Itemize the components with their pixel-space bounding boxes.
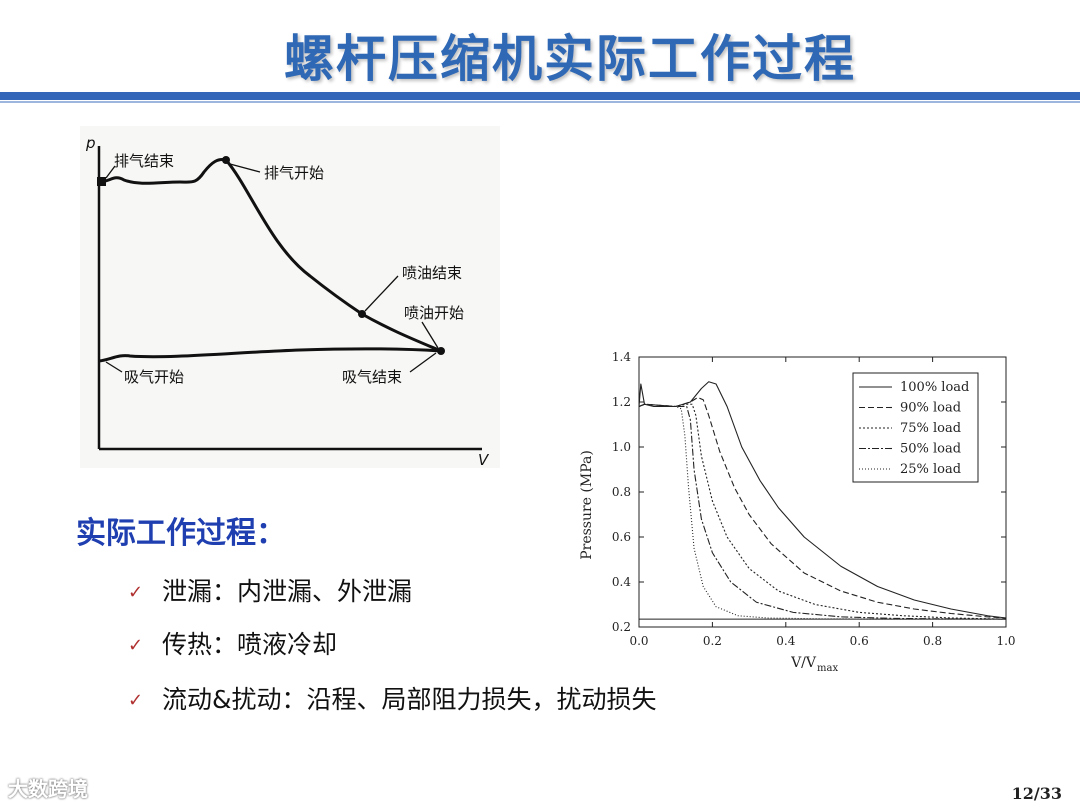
sketch-discharge-line bbox=[98, 158, 227, 185]
pressure-load-chart: 0.0 0.2 0.4 0.6 0.8 1.0 0.2 0.4 0.6 0.8 1.0 1.2 1.4… bbox=[570, 345, 1040, 680]
series-line-5 bbox=[638, 403, 1006, 620]
sketch-injection-end-point bbox=[358, 310, 366, 318]
sketch-leader-suction-start bbox=[105, 361, 123, 373]
series-line-4 bbox=[638, 403, 1007, 620]
sketch-discharge-end-marker bbox=[97, 177, 106, 186]
series-line-1 bbox=[638, 381, 1007, 619]
label-injection-end: 喷油结束 bbox=[402, 264, 462, 282]
pv-diagram-svg: p V 排气结束 排气开始 喷油结束 喷油开始 吸气开始 吸气结束 bbox=[85, 134, 490, 468]
series-line-3 bbox=[638, 403, 1007, 620]
x-tick-label: 0.8 bbox=[923, 634, 942, 648]
legend-item-group: 100% load 90% load 75% load 50% load 25% loa… bbox=[859, 380, 969, 477]
pressure-load-chart-svg: 0.0 0.2 0.4 0.6 0.8 1.0 0.20.40.60.81.01.21.4… bbox=[579, 350, 1016, 674]
x-tick-label: 0.2 bbox=[703, 634, 722, 648]
bullet-heat-transfer: ✓ 传热：喷液冷却 bbox=[128, 627, 337, 663]
label-suction-start: 吸气开始 bbox=[124, 368, 184, 386]
legend-label-5: 25% load bbox=[900, 462, 961, 477]
y-axis-label: Pressure (MPa) bbox=[579, 450, 595, 560]
y-tick-label: 0.2 bbox=[612, 620, 631, 634]
sketch-suction-line bbox=[98, 347, 442, 363]
x-axis-label-subscript: max bbox=[817, 663, 838, 674]
sketch-leader-injection-start bbox=[421, 321, 439, 349]
chart-legend bbox=[852, 372, 979, 483]
sketch-leader-suction-end bbox=[409, 352, 437, 373]
bullet-text: 流动&扰动：沿程、局部阻力损失，扰动损失 bbox=[162, 685, 657, 714]
check-icon: ✓ bbox=[128, 690, 144, 711]
sketch-compression-curve bbox=[224, 159, 442, 353]
y-tick-label: 1.4 bbox=[612, 350, 631, 364]
slide-title: 螺杆压缩机实际工作过程 bbox=[284, 30, 856, 88]
x-tick-label: 0.4 bbox=[776, 634, 795, 648]
bullet-flow-disturbance: ✓ 流动&扰动：沿程、局部阻力损失，扰动损失 bbox=[128, 682, 657, 718]
sketch-leader-discharge-start bbox=[229, 163, 261, 173]
sketch-leader-discharge-end bbox=[105, 165, 116, 179]
bullet-text: 传热：喷液冷却 bbox=[162, 630, 338, 659]
pv-diagram-sketch: p V 排气结束 排气开始 喷油结束 喷油开始 吸气开始 吸气结束 bbox=[80, 126, 500, 468]
page-number: 12/33 bbox=[1011, 784, 1062, 803]
x-tick-label: 1.0 bbox=[996, 634, 1015, 648]
series-line-2 bbox=[638, 396, 1007, 619]
legend-label-3: 75% load bbox=[900, 421, 961, 436]
series-line-group bbox=[638, 381, 1007, 620]
title-divider bbox=[0, 92, 1080, 100]
y-tick-label: 0.6 bbox=[612, 530, 631, 544]
y-tick-label: 1.0 bbox=[612, 440, 631, 454]
check-icon: ✓ bbox=[128, 635, 144, 656]
y-tick-label: 0.8 bbox=[612, 485, 631, 499]
label-suction-end: 吸气结束 bbox=[342, 368, 402, 386]
x-tick-label: 0.6 bbox=[850, 634, 869, 648]
sketch-v-axis-label: V bbox=[478, 451, 490, 468]
sketch-p-axis-label: p bbox=[85, 134, 96, 152]
y-tick-label: 1.2 bbox=[612, 395, 631, 409]
y-tick-label: 0.4 bbox=[612, 575, 631, 589]
sketch-discharge-start-point bbox=[222, 156, 230, 164]
label-discharge-start: 排气开始 bbox=[264, 164, 324, 182]
sketch-leader-injection-end bbox=[364, 275, 399, 312]
x-tick-group: 0.0 0.2 0.4 0.6 0.8 1.0 bbox=[629, 357, 1016, 648]
legend-label-1: 100% load bbox=[900, 380, 969, 395]
label-discharge-end: 排气结束 bbox=[114, 152, 174, 170]
section-heading: 实际工作过程： bbox=[76, 516, 286, 551]
title-divider-line bbox=[0, 101, 1080, 103]
x-tick-label: 0.0 bbox=[629, 634, 648, 648]
bullet-leakage: ✓ 泄漏：内泄漏、外泄漏 bbox=[128, 574, 412, 610]
label-injection-start: 喷油开始 bbox=[404, 304, 464, 322]
x-axis-label: V/V bbox=[790, 655, 817, 671]
watermark-logo: 大数跨境 bbox=[8, 777, 88, 801]
y-tick-group: 0.2 0.4 0.6 0.8 1.0 1.2 1.4 bbox=[612, 350, 1006, 634]
check-icon: ✓ bbox=[128, 582, 144, 603]
legend-label-2: 90% load bbox=[900, 401, 961, 416]
legend-label-4: 50% load bbox=[900, 442, 961, 457]
bullet-text: 泄漏：内泄漏、外泄漏 bbox=[162, 577, 413, 606]
